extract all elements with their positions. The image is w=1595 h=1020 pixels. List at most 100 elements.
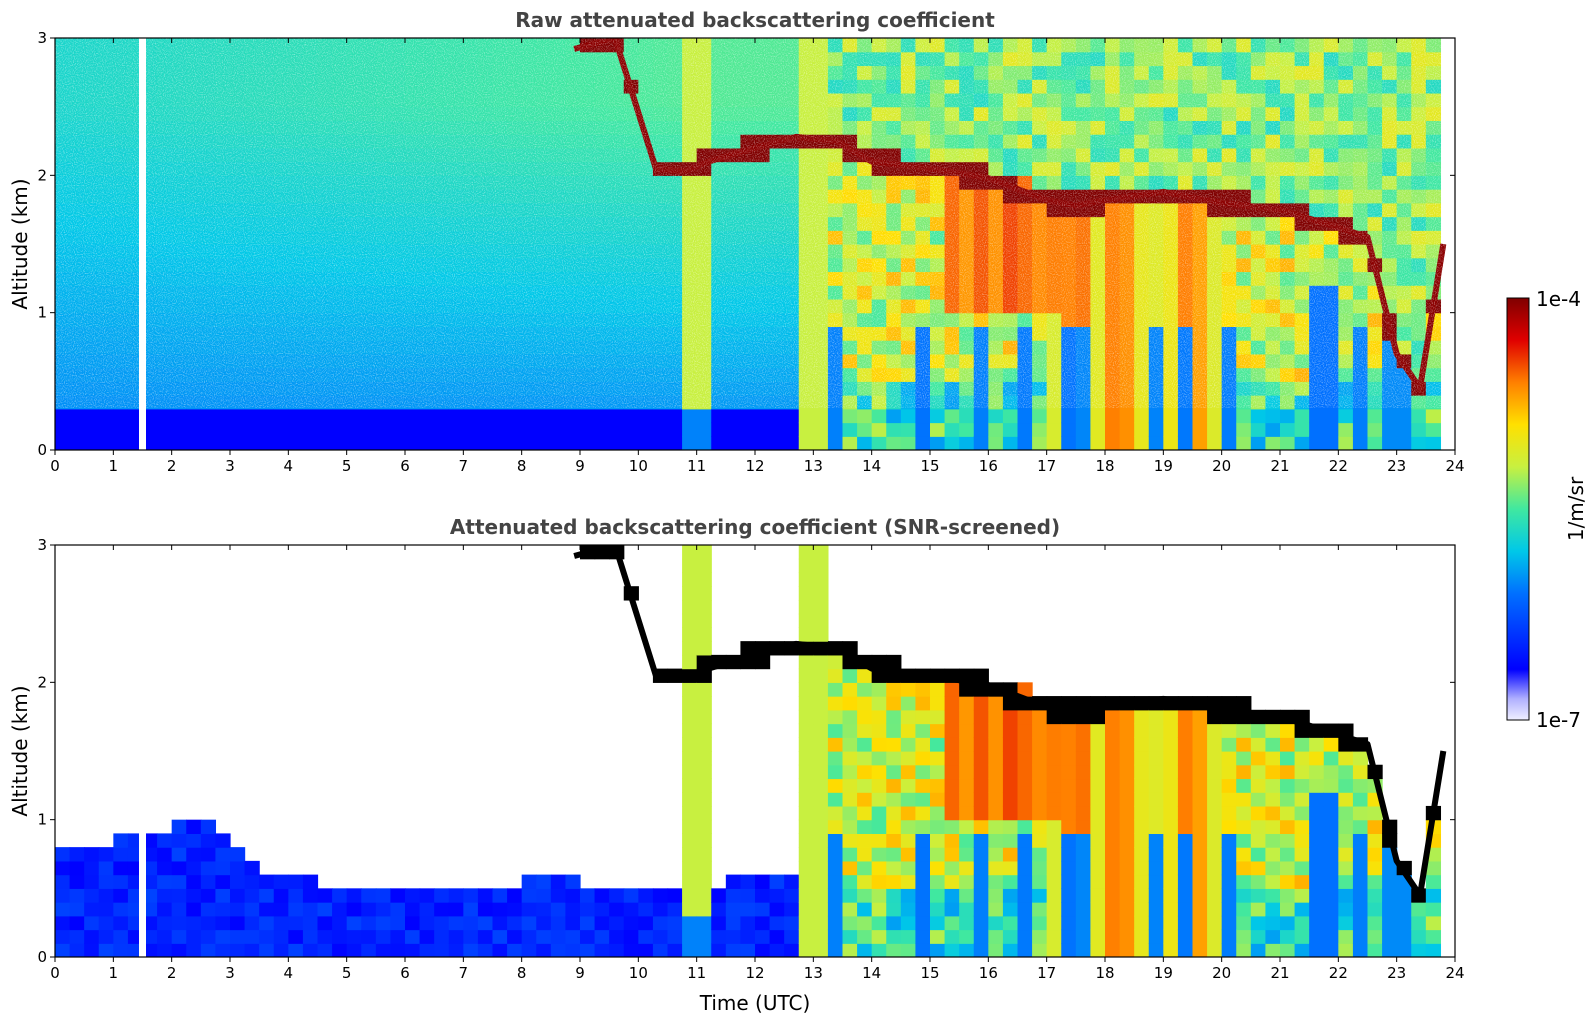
- heatmap-cell: [1265, 436, 1281, 450]
- heatmap-cell: [405, 943, 421, 957]
- heatmap-cell: [798, 696, 814, 711]
- x-tick-label: 9: [575, 457, 585, 475]
- heatmap-cell: [696, 641, 712, 656]
- heatmap-cell: [215, 888, 231, 903]
- heatmap-cell: [623, 408, 639, 424]
- heatmap-cell: [1250, 943, 1267, 957]
- heatmap-cell: [1280, 805, 1296, 821]
- heatmap-cell: [740, 422, 756, 437]
- heatmap-cell: [1265, 764, 1281, 780]
- heatmap-cell: [1148, 833, 1164, 848]
- heatmap-cell: [419, 436, 435, 450]
- heatmap-cell: [827, 833, 844, 848]
- heatmap-cell: [1396, 408, 1412, 424]
- heatmap-cell: [1425, 436, 1442, 450]
- y-tick-label: 3: [37, 29, 47, 47]
- heatmap-cell: [1207, 874, 1223, 889]
- heatmap-cell: [798, 833, 814, 848]
- heatmap-cell: [288, 929, 304, 944]
- heatmap-cell: [711, 422, 727, 437]
- heatmap-cell: [1061, 737, 1077, 752]
- heatmap-cell: [1352, 805, 1369, 821]
- heatmap-cell: [988, 778, 1004, 793]
- x-tick-label: 13: [804, 964, 823, 982]
- heatmap-cell: [696, 860, 712, 876]
- heatmap-cell: [405, 888, 421, 903]
- heatmap-cell: [1177, 833, 1194, 848]
- heatmap-cell: [1046, 805, 1062, 821]
- heatmap-cell: [215, 915, 231, 931]
- heatmap-cell: [1280, 888, 1296, 903]
- heatmap-cell: [1382, 422, 1398, 437]
- heatmap-cell: [871, 902, 887, 917]
- heatmap-cell: [959, 915, 975, 931]
- heatmap-cell: [215, 902, 231, 917]
- heatmap-cell: [886, 860, 902, 876]
- heatmap-cell: [244, 915, 260, 931]
- colorbar-min-label: 1e-7: [1536, 708, 1581, 732]
- heatmap-cell: [1294, 805, 1310, 821]
- heatmap-cell: [900, 860, 917, 876]
- heatmap-cell: [142, 833, 158, 848]
- heatmap-cell: [871, 751, 887, 766]
- heatmap-cell: [784, 422, 800, 437]
- heatmap-cell: [1367, 929, 1383, 944]
- heatmap-cell: [1411, 943, 1427, 957]
- heatmap-cell: [361, 943, 377, 957]
- panel-screened: Attenuated backscattering coefficient (S…: [8, 515, 1465, 1015]
- heatmap-cell: [390, 436, 406, 450]
- heatmap-cell: [623, 902, 639, 917]
- heatmap-cell: [973, 902, 989, 917]
- heatmap-cell: [1177, 902, 1194, 917]
- heatmap-cell: [784, 929, 800, 944]
- heatmap-cell: [1075, 943, 1092, 957]
- heatmap-cell: [317, 888, 333, 903]
- heatmap-cell: [1309, 751, 1325, 766]
- heatmap-cell: [1163, 929, 1179, 944]
- heatmap-cell: [813, 737, 829, 752]
- heatmap-cell: [1002, 751, 1019, 766]
- heatmap-cell: [784, 902, 800, 917]
- heatmap-cell: [1061, 751, 1077, 766]
- heatmap-cell: [915, 723, 931, 738]
- heatmap-cell: [871, 436, 887, 450]
- heatmap-cell: [1425, 408, 1442, 424]
- heatmap-cell: [798, 545, 814, 560]
- heatmap-cell: [142, 436, 158, 450]
- heatmap-cell: [1017, 737, 1033, 752]
- heatmap-cell: [405, 902, 421, 917]
- heatmap-cell: [696, 778, 712, 793]
- heatmap-cell: [798, 599, 814, 615]
- heatmap-cell: [332, 422, 348, 437]
- heatmap-cell: [1163, 737, 1179, 752]
- heatmap-cell: [1090, 436, 1106, 450]
- heatmap-cell: [419, 888, 435, 903]
- heatmap-cell: [171, 833, 187, 848]
- heatmap-cell: [1192, 915, 1208, 931]
- heatmap-cell: [507, 436, 523, 450]
- heatmap-cell: [973, 819, 989, 834]
- heatmap-cell: [827, 764, 844, 780]
- heatmap-cell: [682, 737, 698, 752]
- y-tick-label: 0: [37, 441, 47, 459]
- heatmap-cell: [84, 915, 100, 931]
- heatmap-cell: [1309, 792, 1325, 807]
- y-tick-label: 3: [37, 536, 47, 554]
- heatmap-cell: [900, 902, 917, 917]
- heatmap-cell: [1396, 943, 1412, 957]
- heatmap-cell: [1046, 778, 1062, 793]
- heatmap-cell: [682, 915, 698, 931]
- heatmap-cell: [1046, 915, 1062, 931]
- heatmap-cell: [405, 436, 421, 450]
- heatmap-cell: [988, 723, 1004, 738]
- heatmap-cell: [1061, 915, 1077, 931]
- heatmap-cell: [842, 833, 858, 848]
- heatmap-cell: [842, 805, 858, 821]
- heatmap-cell: [1338, 874, 1354, 889]
- heatmap-cell: [755, 888, 771, 903]
- heatmap-cell: [1250, 888, 1267, 903]
- heatmap-cell: [1280, 819, 1296, 834]
- heatmap-cell: [1192, 805, 1208, 821]
- heatmap-cell: [1075, 805, 1092, 821]
- heatmap-cell: [1411, 408, 1427, 424]
